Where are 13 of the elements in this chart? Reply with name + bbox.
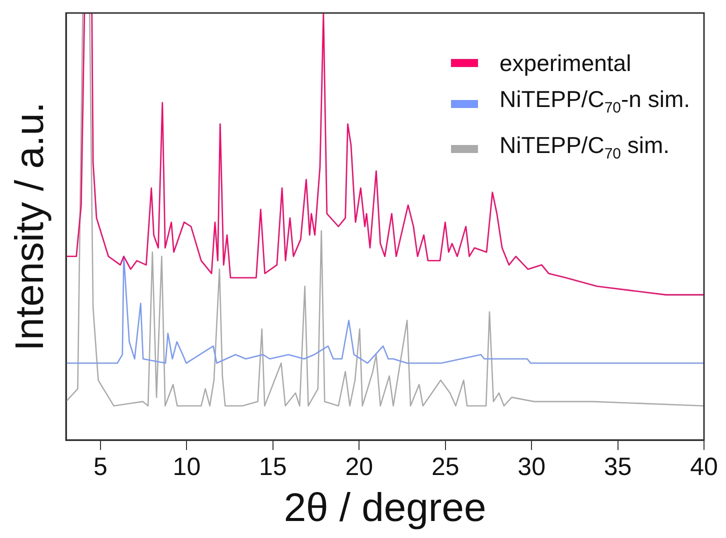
x-tick-label: 10 xyxy=(172,452,201,481)
x-tick-label: 5 xyxy=(94,452,108,481)
legend-label: NiTEPP/C$_{70}$ sim. xyxy=(500,130,670,164)
x-tick-label: 35 xyxy=(604,452,632,481)
legend-label: experimental xyxy=(500,49,632,78)
x-tick-label: 15 xyxy=(259,452,287,481)
x-tick-label: 30 xyxy=(518,452,546,481)
y-axis-title: Intensity / a.u. xyxy=(8,102,52,352)
x-tick-label: 20 xyxy=(345,452,374,481)
x-tick-label: 40 xyxy=(690,452,718,481)
legend-label: NiTEPP/C$_{70}$-n sim. xyxy=(500,85,690,119)
x-axis-title: 2θ / degree xyxy=(284,486,486,530)
x-tick-label: 25 xyxy=(431,452,460,481)
